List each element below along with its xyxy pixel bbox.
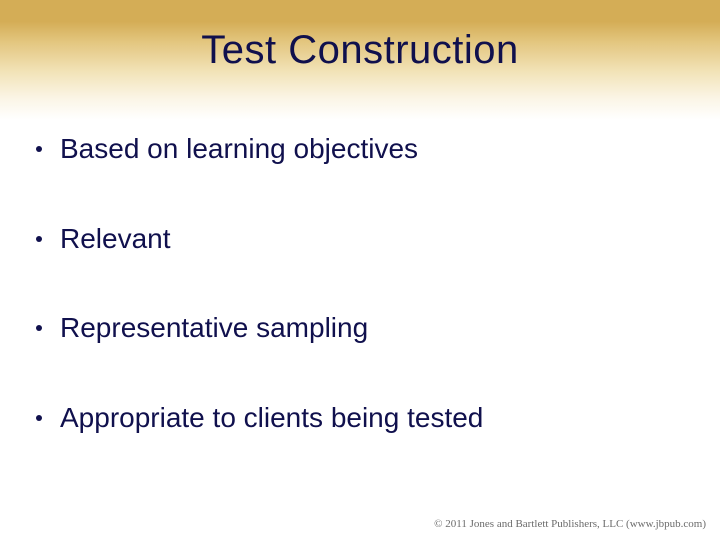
bullet-text: Based on learning objectives bbox=[60, 132, 418, 166]
list-item: Based on learning objectives bbox=[36, 132, 684, 166]
bullet-list: Based on learning objectives Relevant Re… bbox=[36, 132, 684, 490]
bullet-text: Representative sampling bbox=[60, 311, 368, 345]
list-item: Appropriate to clients being tested bbox=[36, 401, 684, 435]
bullet-icon bbox=[36, 325, 42, 331]
slide-title: Test Construction bbox=[0, 28, 720, 73]
list-item: Representative sampling bbox=[36, 311, 684, 345]
bullet-text: Appropriate to clients being tested bbox=[60, 401, 483, 435]
bullet-icon bbox=[36, 415, 42, 421]
bullet-icon bbox=[36, 146, 42, 152]
bullet-text: Relevant bbox=[60, 222, 171, 256]
bullet-icon bbox=[36, 236, 42, 242]
list-item: Relevant bbox=[36, 222, 684, 256]
copyright-footer: © 2011 Jones and Bartlett Publishers, LL… bbox=[434, 518, 706, 530]
